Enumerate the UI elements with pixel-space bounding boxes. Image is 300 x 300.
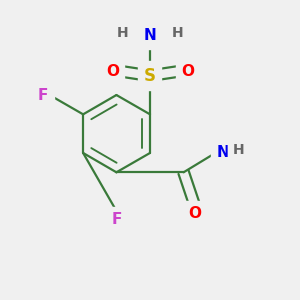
Text: H: H bbox=[117, 26, 128, 40]
Text: N: N bbox=[217, 146, 230, 160]
Text: O: O bbox=[188, 206, 201, 221]
Text: O: O bbox=[181, 64, 194, 79]
Text: H: H bbox=[233, 142, 245, 157]
Text: O: O bbox=[106, 64, 119, 79]
Text: H: H bbox=[172, 26, 183, 40]
Text: H: H bbox=[233, 148, 245, 162]
Text: N: N bbox=[144, 28, 156, 43]
Text: F: F bbox=[111, 212, 122, 227]
Text: F: F bbox=[38, 88, 48, 103]
Text: S: S bbox=[144, 67, 156, 85]
